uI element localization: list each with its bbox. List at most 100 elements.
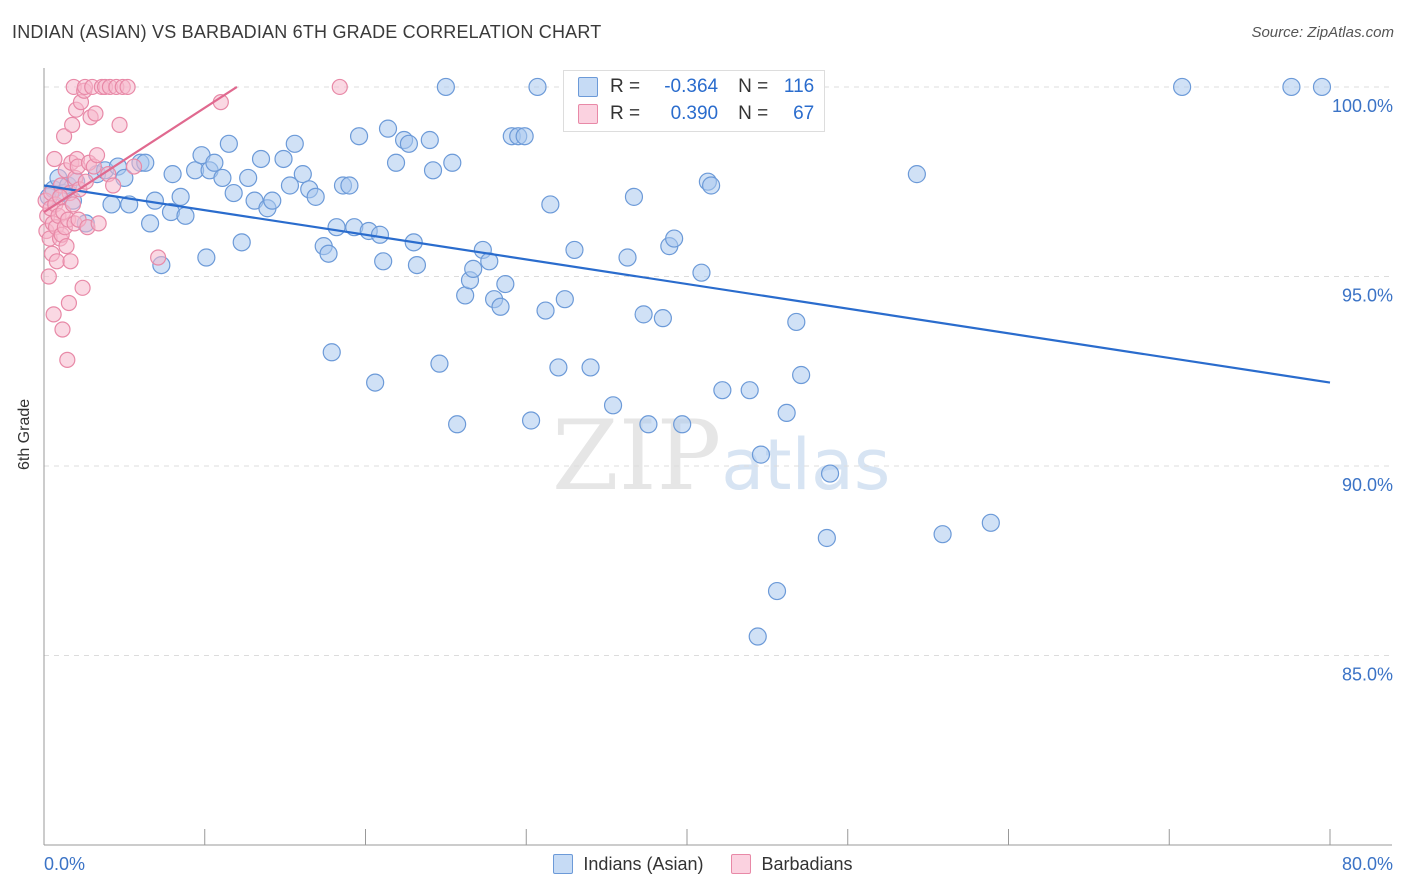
series-legend-barbadians[interactable]: Barbadians	[731, 852, 853, 876]
indians-point	[378, 119, 398, 138]
barbadians-point	[58, 238, 75, 255]
legend-r-value: -0.364	[664, 76, 719, 97]
watermark-zip: ZIP	[552, 400, 722, 512]
watermark: ZIPatlas	[552, 400, 890, 512]
indians-point	[639, 415, 658, 434]
indians-point	[319, 244, 338, 263]
indians-point	[702, 176, 721, 195]
chart-title: INDIAN (ASIAN) VS BARBADIAN 6TH GRADE CO…	[12, 22, 602, 42]
indians-point	[1312, 77, 1332, 97]
indians-point	[549, 358, 568, 377]
barbadians-point	[125, 158, 143, 175]
indians-point	[673, 415, 692, 434]
indians-point	[665, 229, 684, 248]
legend-r-label: R =	[610, 76, 641, 97]
indians-point	[340, 176, 359, 195]
indians-point	[491, 297, 510, 316]
barbadians-point	[77, 173, 94, 190]
series-legend: Indians (Asian) Barbadians	[0, 852, 1406, 876]
indians-point	[263, 191, 282, 210]
stats-legend: R = -0.364 N = 116 R = 0.390 N = 67	[563, 70, 825, 132]
barbadians-point	[40, 268, 57, 285]
indians-point	[374, 252, 393, 271]
barbadians-point	[90, 215, 107, 232]
legend-swatch-indians	[578, 77, 598, 97]
indians-point	[171, 187, 190, 206]
barbadians-trend-line	[43, 86, 238, 213]
y-tick-label: 95.0%	[1342, 285, 1393, 305]
barbadians-point	[62, 253, 79, 270]
series-label-barbadians: Barbadians	[761, 853, 853, 874]
indians-point	[653, 309, 672, 328]
indians-point	[981, 513, 1000, 532]
indians-point	[521, 411, 541, 430]
watermark-atlas: atlas	[721, 424, 891, 506]
indians-point	[536, 301, 555, 320]
indians-point	[407, 255, 427, 275]
legend-row-indians: R = -0.364 N = 116	[578, 75, 814, 99]
indians-point	[224, 183, 243, 203]
indians-point	[205, 153, 224, 172]
indians-point	[740, 381, 759, 400]
indians-point	[197, 248, 216, 267]
indians-point	[423, 161, 443, 180]
y-tick-label: 85.0%	[1342, 664, 1393, 684]
indians-point	[907, 165, 926, 184]
indians-point	[322, 343, 341, 362]
x-tick-label: 0.0%	[44, 854, 85, 874]
indians-point	[565, 240, 584, 260]
indians-point	[581, 358, 600, 377]
indians-point	[274, 149, 293, 169]
indians-point	[618, 248, 637, 267]
legend-r-label: R =	[610, 103, 641, 124]
barbadians-point	[111, 116, 128, 133]
barbadians-point	[88, 147, 106, 164]
indians-point	[176, 206, 195, 225]
barbadians-point	[48, 253, 65, 270]
indians-point	[1173, 77, 1192, 97]
legend-n-label: N =	[738, 76, 769, 97]
indians-point	[239, 168, 258, 188]
indians-point	[366, 373, 385, 392]
barbadians-point	[331, 78, 348, 96]
barbadians-point	[64, 196, 82, 213]
x-tick-label: 80.0%	[1342, 854, 1393, 874]
series-swatch-barbadians	[731, 854, 752, 874]
series-legend-indians[interactable]: Indians (Asian)	[553, 852, 703, 876]
indians-point	[541, 195, 560, 214]
barbadians-point	[45, 306, 62, 323]
barbadians-point	[60, 294, 78, 312]
indians-point	[370, 225, 390, 244]
indians-point	[436, 77, 455, 97]
indians-point	[933, 525, 952, 544]
indians-point	[692, 263, 711, 282]
indians-point	[306, 187, 325, 206]
indians-point	[515, 127, 534, 146]
indians-point	[787, 312, 806, 332]
indians-point	[817, 528, 836, 548]
indians-point	[349, 127, 369, 146]
indians-point	[624, 187, 644, 206]
indians-point	[213, 168, 232, 188]
barbadians-point	[55, 128, 73, 145]
indians-point	[777, 403, 796, 423]
indians-point	[219, 134, 238, 153]
barbadians-point	[105, 177, 122, 194]
legend-r-value: 0.390	[670, 103, 719, 124]
barbadians-point	[74, 279, 91, 296]
indians-point	[751, 445, 771, 464]
legend-swatch-barbadians	[578, 104, 598, 124]
indians-point	[327, 218, 346, 237]
indians-point	[713, 381, 732, 400]
barbadians-point	[46, 150, 63, 168]
indians-point	[232, 233, 251, 252]
indians-point	[140, 214, 160, 233]
indians-point	[820, 464, 840, 483]
indians-point	[555, 290, 574, 309]
indians-point	[456, 286, 475, 305]
indians-point	[251, 149, 271, 169]
series-label-indians: Indians (Asian)	[583, 853, 704, 874]
indians-point	[792, 365, 811, 385]
indians-point	[634, 305, 653, 324]
